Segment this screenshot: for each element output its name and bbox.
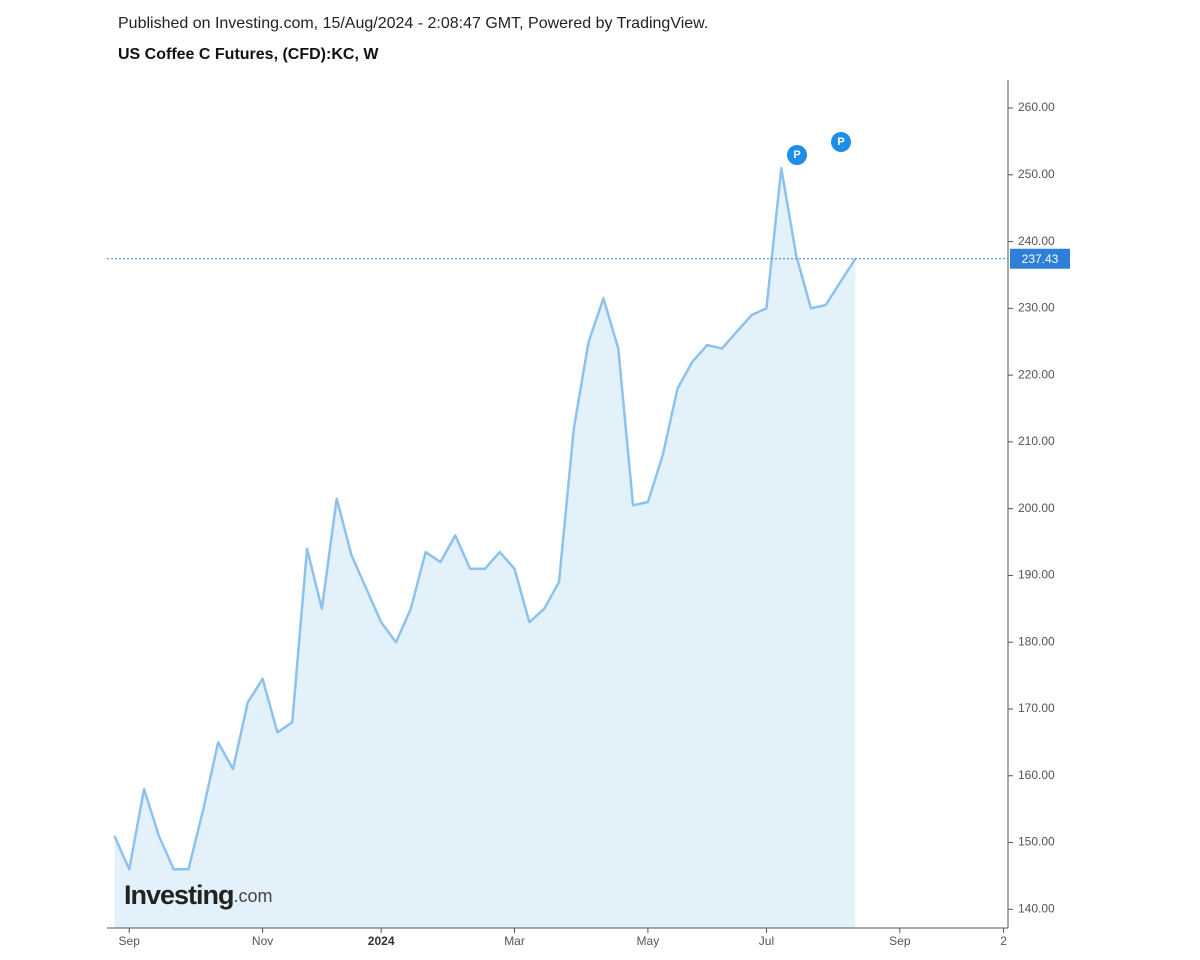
y-tick-label: 140.00 — [1018, 901, 1055, 915]
event-marker: P — [831, 132, 851, 152]
y-tick-label: 150.00 — [1018, 835, 1055, 849]
svg-text:P: P — [793, 149, 800, 161]
y-tick-label: 240.00 — [1018, 234, 1055, 248]
y-tick-label: 220.00 — [1018, 367, 1055, 381]
y-tick-label: 250.00 — [1018, 167, 1055, 181]
x-tick-label: Jul — [759, 934, 774, 948]
x-tick-label: 2 — [1000, 934, 1007, 948]
area-fill — [114, 168, 856, 929]
y-tick-label: 260.00 — [1018, 100, 1055, 114]
chart-title: US Coffee C Futures, (CFD):KC, W — [118, 46, 379, 63]
svg-text:P: P — [837, 136, 844, 148]
last-price-label: 237.43 — [1022, 252, 1059, 266]
x-tick-label: Mar — [504, 934, 525, 948]
x-tick-label: Sep — [119, 934, 141, 948]
y-tick-label: 230.00 — [1018, 301, 1055, 315]
x-tick-label: May — [637, 934, 660, 948]
y-tick-label: 160.00 — [1018, 768, 1055, 782]
y-tick-label: 180.00 — [1018, 634, 1055, 648]
last-price-box — [1010, 248, 1070, 269]
watermark: Investing.com — [124, 880, 273, 910]
x-tick-label: Nov — [252, 934, 273, 948]
y-tick-label: 170.00 — [1018, 701, 1055, 715]
x-tick-label: 2024 — [368, 934, 395, 948]
y-tick-label: 200.00 — [1018, 501, 1055, 515]
chart-subtitle: Published on Investing.com, 15/Aug/2024 … — [118, 15, 708, 32]
x-tick-label: Sep — [889, 934, 911, 948]
y-tick-label: 190.00 — [1018, 568, 1055, 582]
y-tick-label: 210.00 — [1018, 434, 1055, 448]
event-marker: P — [787, 145, 807, 165]
price-line — [113, 166, 857, 871]
